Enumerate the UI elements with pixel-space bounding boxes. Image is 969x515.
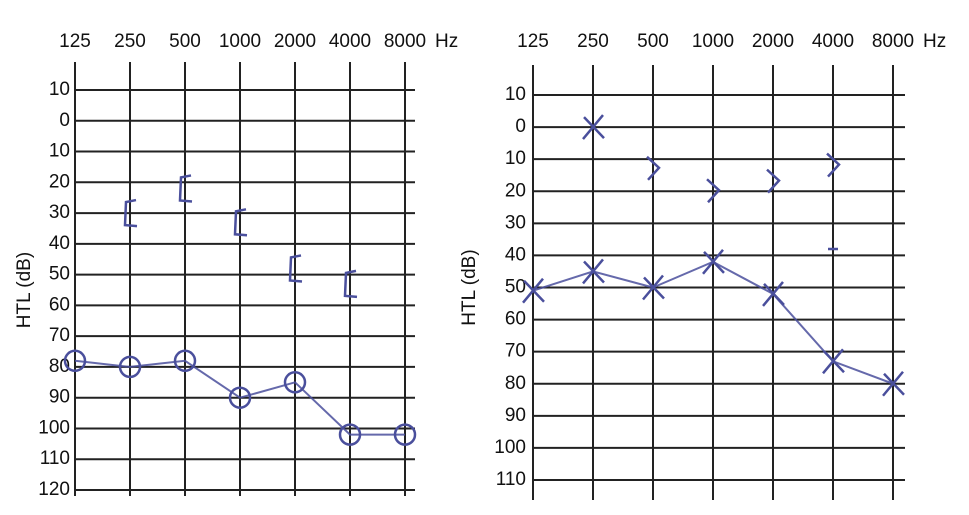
marker-circle <box>393 423 417 446</box>
marker-cross <box>642 274 665 301</box>
x-unit: Hz <box>435 31 458 52</box>
y-tick-label: 20 <box>49 171 70 192</box>
marker-bracket <box>343 269 358 299</box>
y-tick-label: 10 <box>49 79 70 100</box>
marker-cross <box>582 114 605 140</box>
marker-cross <box>822 348 845 375</box>
y-tick-label: 50 <box>49 264 70 285</box>
x-tick-label: 500 <box>169 31 201 52</box>
y-tick-label: 40 <box>505 244 526 265</box>
y-tick-label: 110 <box>40 448 70 469</box>
marker-circle <box>338 423 362 446</box>
y-tick-label: 90 <box>49 387 70 408</box>
y-tick-label: 80 <box>505 373 526 394</box>
x-tick-label: 8000 <box>872 31 914 52</box>
y-tick-label: 90 <box>505 405 526 426</box>
marker-angle <box>646 155 661 181</box>
audiogram: 125 250 500 1000 2000 4000 8000 Hz1001020304050… <box>14 31 458 500</box>
marker-cross <box>582 258 605 285</box>
marker-circle <box>118 355 142 379</box>
y-tick-label: 100 <box>494 437 526 458</box>
marker-circle <box>228 386 252 409</box>
marker-circle <box>283 371 307 394</box>
x-tick-label: 4000 <box>329 31 371 52</box>
x-tick-label: 500 <box>637 31 669 52</box>
marker-circle <box>173 349 197 373</box>
y-tick-label: 10 <box>49 141 70 162</box>
x-tick-label: 2000 <box>752 31 794 52</box>
marker-angle <box>706 178 721 204</box>
x-tick-label: 1000 <box>219 31 261 52</box>
y-tick-label: 110 <box>496 469 526 490</box>
x-tick-label: 4000 <box>812 31 854 52</box>
x-tick-label: 8000 <box>384 31 426 52</box>
y-tick-label: 30 <box>49 202 70 223</box>
marker-circle <box>63 349 87 373</box>
marker-angle <box>826 152 841 178</box>
marker-cross <box>882 370 905 397</box>
audiogram: 125 250 500 1000 2000 4000 8000 Hz1001020304050… <box>459 31 946 500</box>
marker-bracket <box>123 198 138 228</box>
x-unit: Hz <box>923 31 946 52</box>
y-tick-label: 0 <box>59 110 70 131</box>
marker-cross <box>522 277 545 304</box>
x-tick-label: 2000 <box>274 31 316 52</box>
marker-cross <box>762 281 785 307</box>
x-tick-label: 250 <box>114 31 146 52</box>
y-tick-label: 10 <box>505 148 526 169</box>
y-tick-label: 120 <box>38 479 70 500</box>
y-tick-label: 50 <box>505 277 526 298</box>
y-tick-label: 40 <box>49 233 70 254</box>
marker-angle <box>766 168 781 194</box>
marker-cross <box>702 249 725 275</box>
x-tick-label: 125 <box>59 31 91 52</box>
y-tick-label: 60 <box>49 294 70 315</box>
series-line <box>74 359 405 436</box>
y-tick-label: 70 <box>505 341 526 362</box>
y-axis-label: HTL (dB) <box>459 249 480 325</box>
marker-bracket <box>288 254 303 283</box>
y-tick-label: 70 <box>49 325 70 346</box>
marker-bracket <box>233 208 248 237</box>
y-tick-label: 10 <box>505 84 526 105</box>
y-tick-label: 100 <box>38 417 70 438</box>
y-tick-label: 60 <box>505 309 526 330</box>
x-tick-label: 125 <box>517 31 549 52</box>
y-axis-label: HTL (dB) <box>14 252 35 328</box>
marker-bracket <box>178 174 193 203</box>
x-tick-label: 250 <box>577 31 609 52</box>
y-tick-label: 20 <box>505 180 526 201</box>
x-tick-label: 1000 <box>692 31 734 52</box>
y-tick-label: 0 <box>515 116 526 137</box>
y-tick-label: 30 <box>505 212 526 233</box>
